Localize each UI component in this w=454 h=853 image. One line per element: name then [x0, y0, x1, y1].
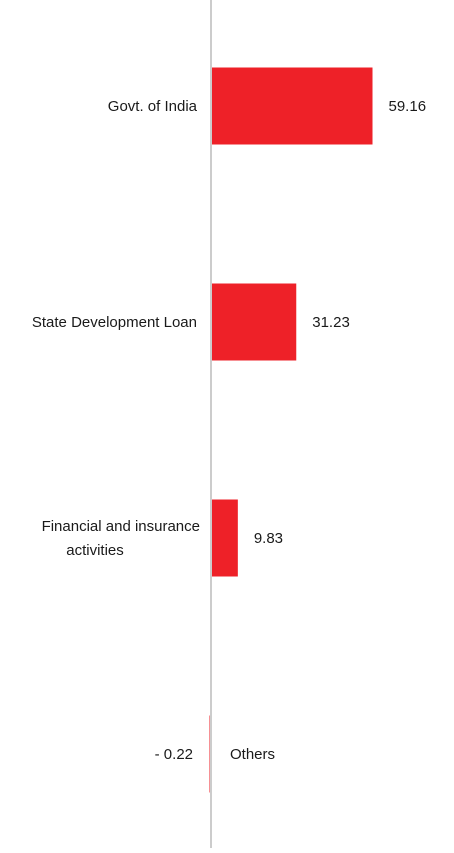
category-label-3-line-1: Financial and insurance — [42, 518, 200, 535]
category-label-3-line-2: activities — [66, 542, 124, 559]
bar-1 — [211, 67, 373, 145]
value-label-1: 59.16 — [389, 98, 427, 115]
value-label-4: - 0.22 — [155, 746, 193, 763]
bar-3 — [211, 499, 238, 577]
value-label-3: 9.83 — [254, 530, 283, 547]
bar-2 — [211, 283, 297, 361]
category-label-4: Others — [230, 746, 275, 763]
value-label-2: 31.23 — [312, 314, 350, 331]
category-label-1: Govt. of India — [108, 98, 198, 115]
category-label-2: State Development Loan — [32, 314, 197, 331]
